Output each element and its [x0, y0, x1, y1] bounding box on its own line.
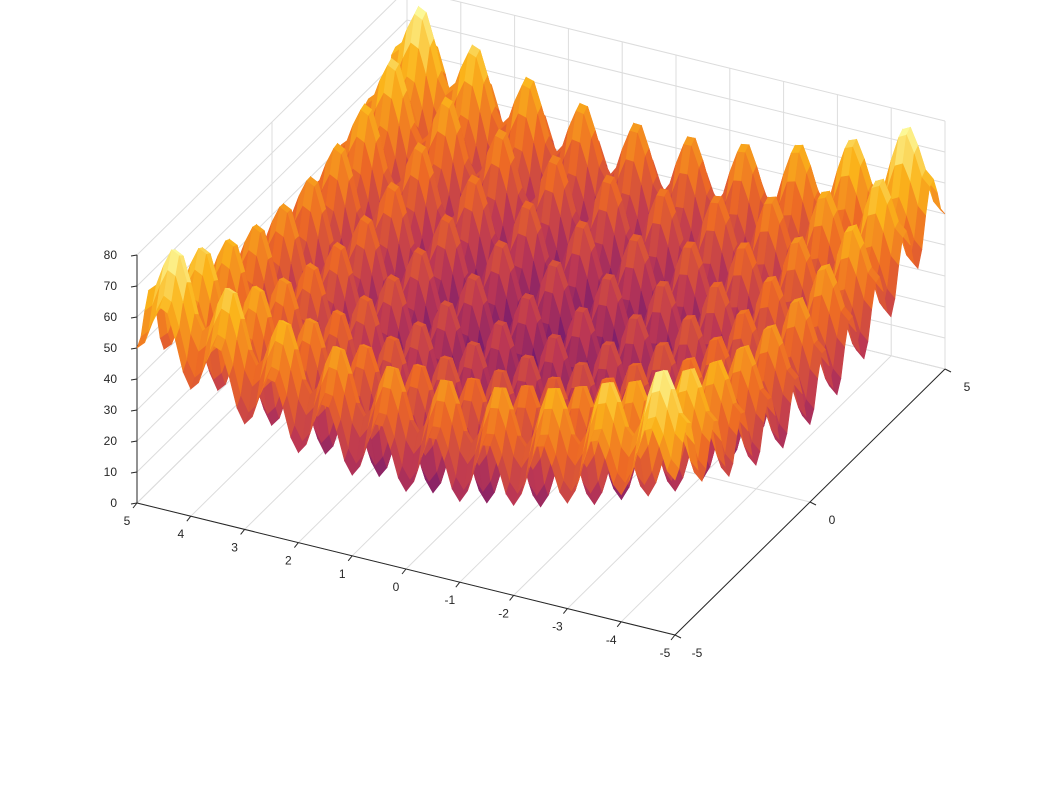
x-tick-label: 5 — [124, 514, 131, 528]
z-tick-label: 40 — [104, 372, 118, 386]
x-tick-mark — [132, 502, 138, 509]
z-tick-mark — [130, 285, 138, 288]
y-tick-label: 5 — [964, 380, 971, 394]
x-tick-mark — [347, 555, 353, 562]
y-tick-mark — [944, 368, 952, 373]
z-tick-mark — [130, 347, 138, 350]
z-tick-label: 0 — [110, 496, 117, 510]
x-tick-mark — [240, 529, 245, 535]
z-tick-label: 30 — [104, 403, 118, 417]
surface-layer — [136, 5, 946, 508]
z-tick-mark — [130, 316, 138, 319]
x-tick-mark — [186, 515, 192, 522]
z-tick-mark — [130, 409, 138, 412]
x-tick-label: -1 — [444, 593, 455, 607]
x-tick-label: -2 — [498, 606, 509, 620]
y-tick-label: -5 — [692, 646, 703, 660]
z-tick-label: 10 — [104, 465, 118, 479]
z-tick-label: 50 — [104, 341, 118, 355]
x-tick-label: -5 — [660, 646, 671, 660]
x-tick-mark — [563, 608, 568, 614]
z-tick-mark — [130, 254, 138, 257]
y-tick-mark — [809, 501, 817, 506]
y-tick-mark — [674, 634, 682, 639]
x-tick-label: 1 — [339, 567, 346, 581]
x-tick-label: 0 — [393, 580, 400, 594]
x-tick-label: 3 — [231, 540, 238, 554]
x-tick-label: -3 — [552, 620, 563, 634]
axis-layer — [130, 254, 952, 641]
y-tick-label: 0 — [829, 513, 836, 527]
z-tick-label: 70 — [104, 279, 118, 293]
back-wall-grid-line — [136, 0, 397, 256]
x-tick-mark — [509, 595, 514, 601]
x-tick-mark — [294, 542, 299, 548]
x-tick-mark — [401, 568, 407, 575]
z-tick-label: 20 — [104, 434, 118, 448]
back-wall-grid-line — [406, 19, 946, 153]
z-tick-mark — [130, 440, 138, 443]
z-tick-mark — [130, 378, 138, 381]
z-tick-label: 60 — [104, 310, 118, 324]
x-tick-mark — [616, 621, 622, 628]
back-wall-grid-line — [449, 0, 946, 122]
z-tick-mark — [130, 471, 138, 474]
x-tick-mark — [670, 634, 676, 641]
x-tick-label: 2 — [285, 554, 292, 568]
x-tick-mark — [455, 581, 461, 588]
x-tick-label: -4 — [606, 633, 617, 647]
back-wall-grid-line — [136, 19, 408, 287]
z-tick-mark — [130, 502, 138, 505]
x-tick-label: 4 — [177, 527, 184, 541]
